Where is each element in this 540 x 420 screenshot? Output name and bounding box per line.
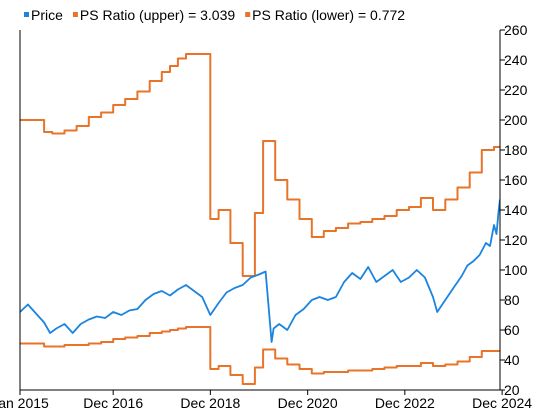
y-tick-label: 120 (504, 232, 528, 248)
y-tick-label: 220 (504, 82, 528, 98)
legend-label: Price (31, 7, 63, 23)
y-tick-label: 160 (504, 172, 528, 188)
y-tick-label: 180 (504, 142, 528, 158)
legend-swatch (245, 12, 251, 17)
series-line-ps-ratio-lower (20, 326, 500, 385)
series-line-ps-ratio-upper (20, 53, 500, 277)
series-layer (20, 53, 500, 385)
y-tick-label: 200 (504, 112, 528, 128)
y-tick-label: 260 (504, 22, 528, 38)
axes-layer: 20 40 60 80 100 120 140 160 180 200 220 240 260 Jan 2… (0, 22, 532, 411)
x-tick-label: Dec 2022 (375, 395, 435, 411)
x-tick-label: Dec 2024 (472, 395, 532, 411)
legend-item-ps-ratio-lower: PS Ratio (lower) = 0.772 (245, 7, 405, 23)
y-tick-label: 240 (504, 52, 528, 68)
series-line-price (20, 199, 500, 343)
x-tick-label: Jan 2015 (0, 395, 49, 411)
y-tick-label: 20 (504, 382, 520, 398)
x-tick-label: Dec 2016 (83, 395, 143, 411)
legend-swatch (24, 12, 29, 17)
legend-label: PS Ratio (lower) = 0.772 (252, 7, 405, 23)
legend-label: PS Ratio (upper) = 3.039 (80, 7, 235, 23)
legend: Price PS Ratio (upper) = 3.039 PS Ratio (l… (24, 7, 405, 23)
y-tick-label: 40 (504, 352, 520, 368)
x-tick-label: Dec 2020 (278, 395, 338, 411)
legend-item-ps-ratio-upper: PS Ratio (upper) = 3.039 (72, 7, 235, 23)
y-tick-label: 80 (504, 292, 520, 308)
y-tick-label: 60 (504, 322, 520, 338)
legend-item-price: Price (24, 7, 63, 23)
x-tick-label: Dec 2018 (180, 395, 240, 411)
y-tick-label: 140 (504, 202, 528, 218)
legend-swatch (72, 12, 78, 17)
y-tick-label: 100 (504, 262, 528, 278)
